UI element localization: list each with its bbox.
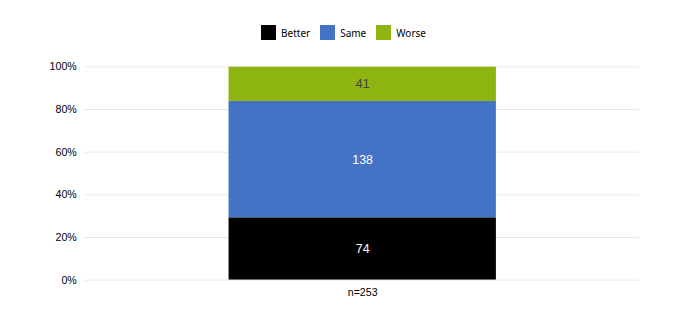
html-text:Better: Better [281,25,311,40]
html-text:Same: Same [340,25,367,40]
svg-text:138: 138 [352,153,373,167]
svg-text:20%: 20% [56,231,78,243]
svg-text:74: 74 [356,242,370,256]
svg-text:80%: 80% [56,103,78,115]
svg-text:n=253: n=253 [348,286,378,298]
html-text:Worse: Worse [396,25,426,40]
svg-text:0%: 0% [61,274,77,286]
svg-text:100%: 100% [50,60,78,72]
svg-text:41: 41 [356,77,370,91]
svg-text:40%: 40% [56,188,78,200]
svg-text:60%: 60% [56,146,78,158]
